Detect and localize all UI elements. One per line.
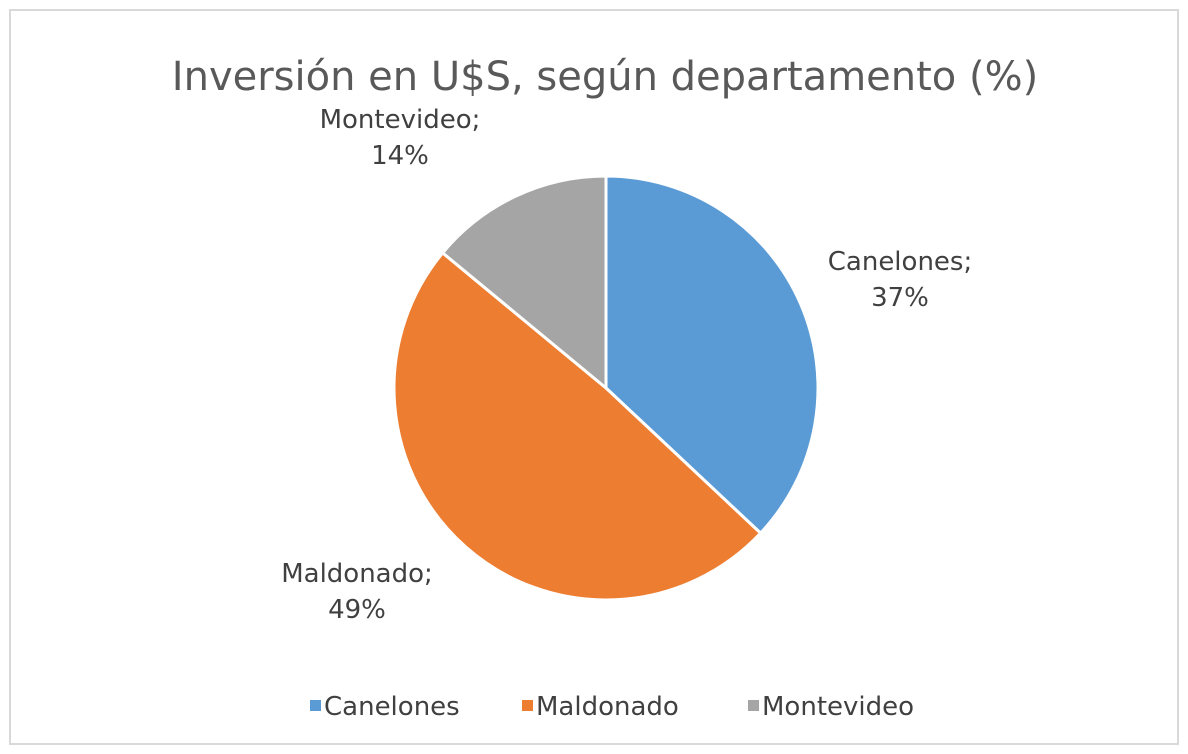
- legend-swatch: [748, 700, 759, 711]
- legend-label: Maldonado: [536, 692, 679, 722]
- chart-title: Inversión en U$S, según departamento (%): [172, 54, 1038, 100]
- data-label: Maldonado; 49%: [281, 559, 433, 625]
- data-label: Canelones; 37%: [828, 247, 972, 313]
- pie-slice: [392, 250, 763, 602]
- legend-label: Montevideo: [762, 692, 914, 722]
- legend-swatch: [310, 700, 321, 711]
- legend-label: Canelones: [324, 692, 460, 722]
- pie-slice: [440, 174, 608, 392]
- data-label: Montevideo; 14%: [320, 105, 481, 171]
- legend: Canelones Maldonado Montevideo: [310, 692, 914, 722]
- pie-slice: [604, 174, 820, 536]
- legend-swatch: [522, 700, 533, 711]
